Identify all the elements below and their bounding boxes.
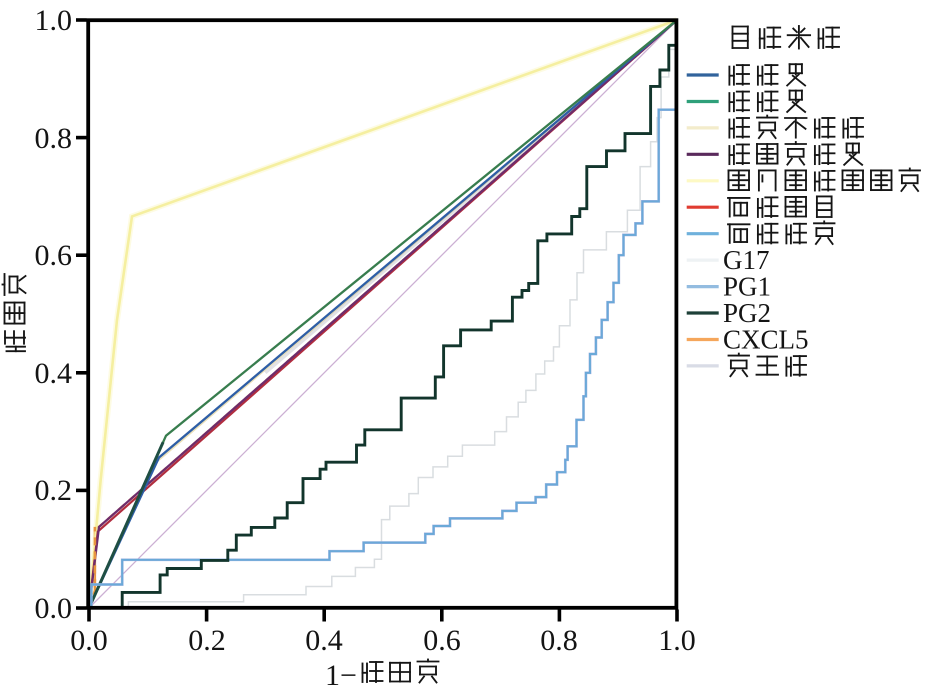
svg-text:0.8: 0.8 (35, 122, 73, 155)
svg-text:0.8: 0.8 (540, 624, 578, 657)
svg-text:0.6: 0.6 (423, 624, 461, 657)
svg-text:0.4: 0.4 (35, 357, 73, 390)
svg-text:1−: 1− (325, 659, 357, 690)
svg-text:1.0: 1.0 (658, 624, 696, 657)
svg-text:1.0: 1.0 (35, 4, 73, 37)
svg-text:0.0: 0.0 (70, 624, 108, 657)
svg-text:0.2: 0.2 (35, 474, 73, 507)
svg-text:0.2: 0.2 (188, 624, 226, 657)
svg-text:CXCL5: CXCL5 (723, 325, 809, 355)
svg-text:0.4: 0.4 (305, 624, 343, 657)
svg-text:PG2: PG2 (723, 298, 771, 328)
svg-text:0.6: 0.6 (35, 239, 73, 272)
svg-text:PG1: PG1 (723, 272, 771, 302)
svg-text:G17: G17 (723, 245, 770, 275)
svg-text:0.0: 0.0 (35, 592, 73, 625)
